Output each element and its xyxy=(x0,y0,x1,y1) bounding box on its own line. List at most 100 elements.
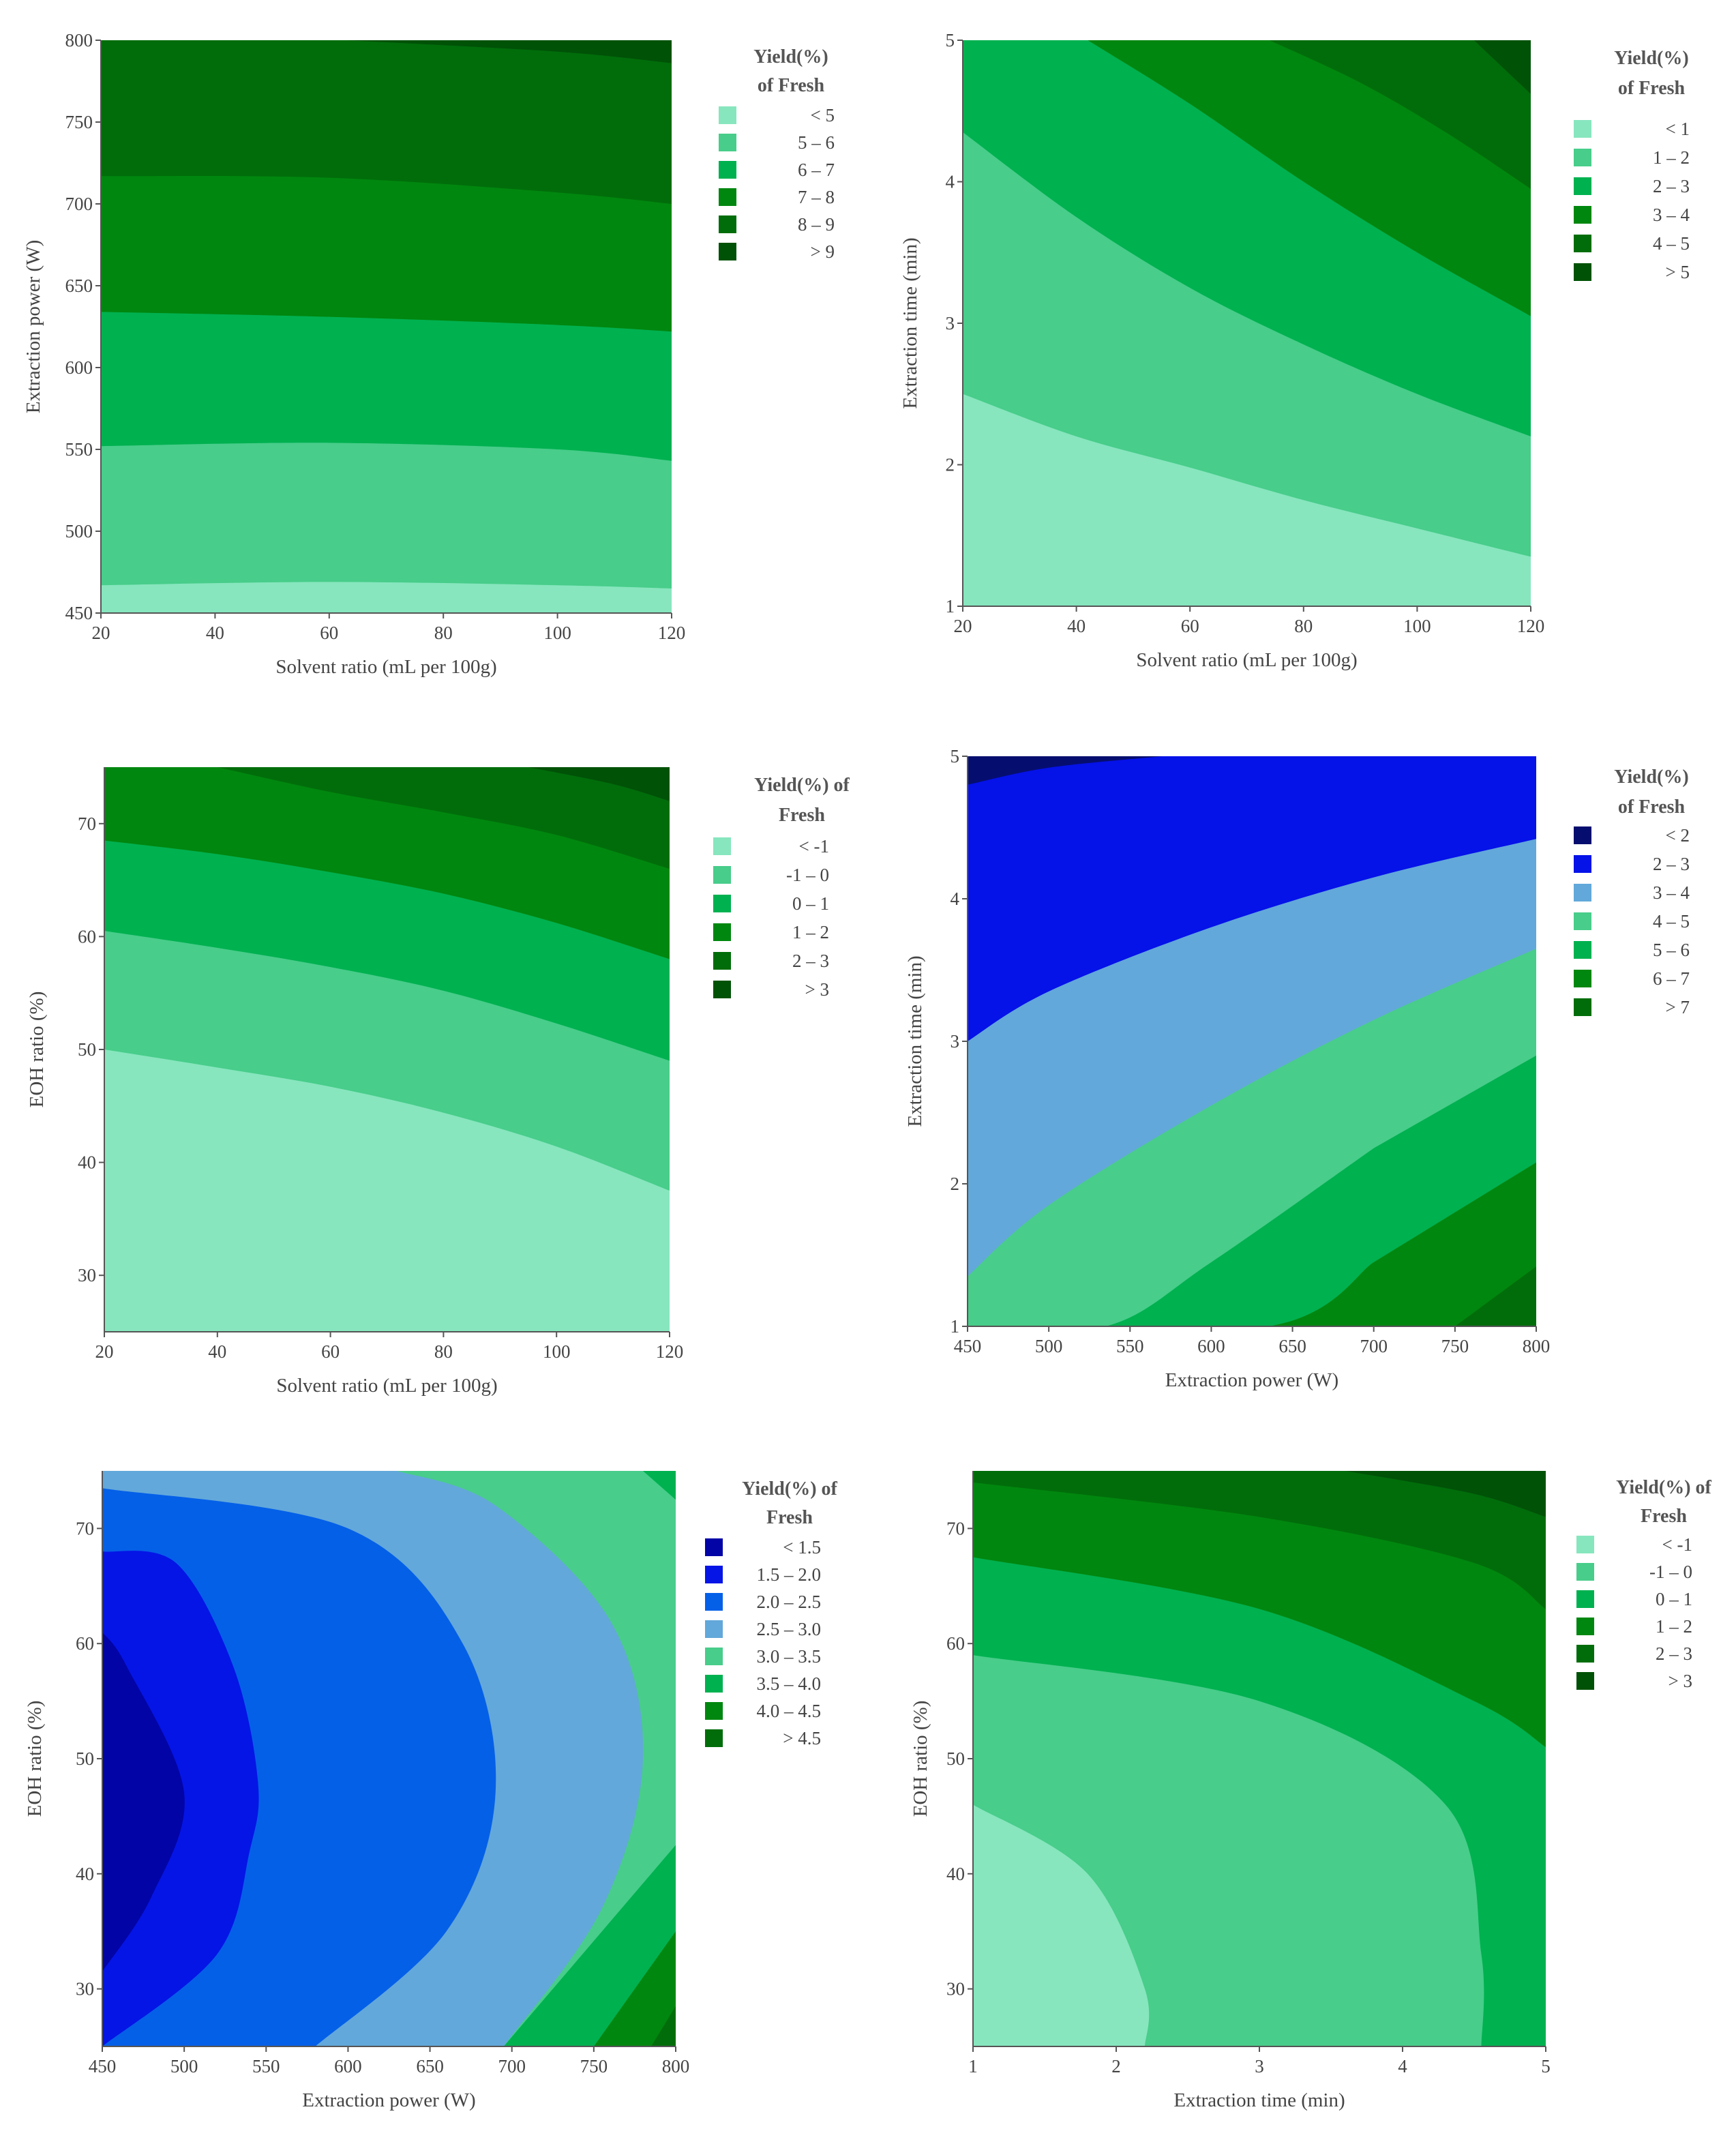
legend-label: > 7 xyxy=(1666,997,1690,1017)
legend-label: 3.0 – 3.5 xyxy=(757,1646,822,1667)
y-tick-label: 70 xyxy=(946,1518,965,1538)
x-tick-label: 40 xyxy=(208,1341,226,1362)
legend-label: 1 – 2 xyxy=(1653,147,1690,168)
x-tick-label: 500 xyxy=(1035,1336,1063,1356)
legend-swatch xyxy=(713,952,731,970)
x-tick-label: 120 xyxy=(658,623,686,643)
legend-label: 0 – 1 xyxy=(792,893,829,914)
legend-label: 2.5 – 3.0 xyxy=(757,1619,822,1639)
legend-swatch xyxy=(719,188,736,206)
legend-label: 1.5 – 2.0 xyxy=(757,1564,822,1585)
legend-label: 1 – 2 xyxy=(792,922,829,942)
y-tick-label: 600 xyxy=(65,357,93,378)
x-tick-label: 100 xyxy=(1403,616,1431,636)
legend-label: 5 – 6 xyxy=(1653,940,1690,960)
x-tick-label: 450 xyxy=(954,1336,982,1356)
legend-swatch xyxy=(1574,206,1591,224)
y-tick-label: 4 xyxy=(946,172,955,192)
legend-swatch xyxy=(1574,855,1591,873)
legend-label: 2 – 3 xyxy=(1653,854,1690,874)
x-tick-label: 700 xyxy=(498,2056,526,2076)
y-tick-label: 3 xyxy=(951,1031,960,1052)
legend: Yield(%) of Fresh < 1 1 – 2 2 – 3 3 – 4 4 – 5 >… xyxy=(1574,48,1690,282)
legend-label: 8 – 9 xyxy=(798,214,835,235)
contour-region-5 xyxy=(101,40,672,204)
x-tick-label: 2 xyxy=(1111,2056,1121,2076)
y-tick-label: 650 xyxy=(65,275,93,296)
x-tick-label: 4 xyxy=(1398,2056,1407,2076)
chart-panel-1: 20 40 60 80 100 120 450 500 550 600 650 700 750 800 So… xyxy=(23,30,835,678)
y-axis-title: Extraction power (W) xyxy=(23,240,44,413)
legend-swatch xyxy=(1574,941,1591,959)
y-tick-label: 800 xyxy=(65,30,93,50)
x-tick-label: 750 xyxy=(580,2056,608,2076)
y-tick-label: 500 xyxy=(65,521,93,541)
contour-fills xyxy=(102,1471,676,2046)
y-tick-label: 30 xyxy=(946,1979,965,1999)
x-tick-label: 3 xyxy=(1255,2056,1264,2076)
contour-fills xyxy=(973,1471,1546,2046)
legend-swatch xyxy=(705,1675,723,1693)
legend-label: < 2 xyxy=(1666,825,1690,846)
y-tick-label: 40 xyxy=(78,1152,96,1173)
legend-label: 6 – 7 xyxy=(798,160,835,180)
y-tick-label: 550 xyxy=(65,439,93,460)
x-tick-label: 800 xyxy=(1523,1336,1551,1356)
legend: Yield(%) of Fresh < 1.5 1.5 – 2.0 2.0 – 2.5 2… xyxy=(705,1478,838,1748)
x-tick-label: 120 xyxy=(1517,616,1545,636)
x-tick-label: 600 xyxy=(1197,1336,1225,1356)
legend-swatch xyxy=(1574,998,1591,1016)
x-axis-title: Solvent ratio (mL per 100g) xyxy=(276,1375,497,1397)
legend-label: 1 – 2 xyxy=(1656,1616,1692,1637)
legend-label: < 5 xyxy=(811,105,835,125)
y-tick-label: 40 xyxy=(76,1864,94,1884)
legend-label: 7 – 8 xyxy=(798,187,835,207)
y-tick-label: 5 xyxy=(946,30,955,50)
x-tick-label: 650 xyxy=(416,2056,444,2076)
legend-label: < 1.5 xyxy=(783,1537,821,1558)
legend-swatch xyxy=(713,923,731,941)
contour-region-6 xyxy=(1473,40,1531,94)
legend-label: 4 – 5 xyxy=(1653,911,1690,932)
legend-swatch xyxy=(705,1593,723,1611)
legend-swatch xyxy=(1574,235,1591,252)
chart-panel-6: 1 2 3 4 5 30 40 50 60 70 Extraction time (min) EOH … xyxy=(910,1471,1712,2111)
chart-panel-3: 20 40 60 80 100 120 30 40 50 60 70 Solvent ratio (m… xyxy=(26,767,850,1397)
legend-swatch xyxy=(713,895,731,912)
legend-swatch xyxy=(1576,1590,1594,1608)
contour-fills xyxy=(101,40,672,613)
legend-title: Yield(%) of xyxy=(1616,1477,1711,1498)
contour-region-8 xyxy=(650,2006,676,2046)
legend-swatch xyxy=(705,1566,723,1583)
y-tick-label: 60 xyxy=(946,1633,965,1654)
legend-swatch xyxy=(1576,1536,1594,1553)
legend-title: of Fresh xyxy=(758,75,825,96)
legend: Yield(%) of Fresh < -1 -1 – 0 0 – 1 1 – 2 2 – … xyxy=(1576,1477,1712,1691)
y-tick-label: 60 xyxy=(78,926,96,947)
legend-title: of Fresh xyxy=(1618,78,1686,99)
legend-label: 2 – 3 xyxy=(792,951,829,971)
y-tick-label: 50 xyxy=(78,1039,96,1060)
x-axis-title: Solvent ratio (mL per 100g) xyxy=(1136,649,1357,671)
x-tick-label: 100 xyxy=(543,623,571,643)
legend-title: Fresh xyxy=(779,805,825,826)
x-tick-label: 550 xyxy=(252,2056,280,2076)
y-tick-label: 1 xyxy=(951,1316,960,1337)
legend-swatch xyxy=(1576,1563,1594,1581)
contour-region-1 xyxy=(102,1632,185,1972)
legend-swatch xyxy=(1574,120,1591,138)
legend-title: Yield(%) xyxy=(1614,766,1688,788)
y-tick-label: 70 xyxy=(78,814,96,834)
legend-swatch xyxy=(705,1702,723,1720)
y-tick-label: 700 xyxy=(65,194,93,214)
x-tick-label: 60 xyxy=(320,623,338,643)
x-tick-label: 20 xyxy=(954,616,972,636)
legend-label: > 9 xyxy=(811,241,835,262)
contour-region-6 xyxy=(1345,1471,1546,1517)
y-tick-label: 3 xyxy=(946,313,955,333)
contour-region-5 xyxy=(217,767,670,869)
legend-label: < 1 xyxy=(1666,119,1690,139)
legend-swatch xyxy=(713,981,731,998)
legend-label: 0 – 1 xyxy=(1656,1589,1692,1609)
legend-label: 5 – 6 xyxy=(798,132,835,153)
